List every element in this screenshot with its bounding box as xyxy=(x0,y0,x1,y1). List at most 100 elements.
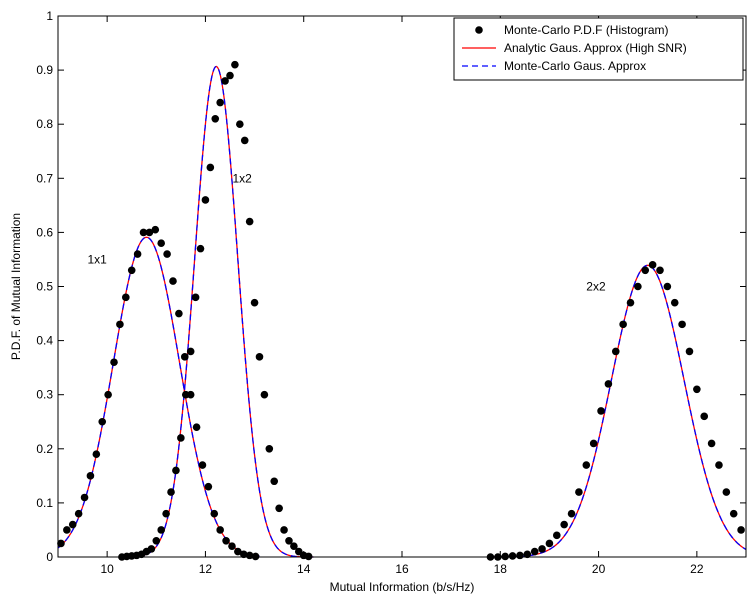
histogram-point-1x2 xyxy=(216,98,224,107)
histogram-point-2x2 xyxy=(582,461,591,469)
histogram-point-2x2 xyxy=(516,551,524,560)
legend-entry-label: Analytic Gaus. Approx (High SNR) xyxy=(504,41,687,55)
histogram-point-1x2 xyxy=(270,477,279,486)
y-tick-label: 0.5 xyxy=(36,280,53,294)
histogram-point-2x2 xyxy=(626,298,635,307)
histogram-point-2x2 xyxy=(538,545,546,553)
histogram-point-1x2 xyxy=(285,536,293,545)
histogram-point-1x1 xyxy=(222,536,230,545)
x-tick-label: 12 xyxy=(199,562,213,576)
histogram-point-1x1 xyxy=(234,547,242,556)
histogram-point-1x1 xyxy=(163,250,171,258)
histogram-point-1x2 xyxy=(191,293,200,302)
histogram-point-1x1 xyxy=(151,225,160,234)
x-tick-label: 18 xyxy=(494,562,508,576)
histogram-point-1x2 xyxy=(275,504,283,513)
histogram-point-1x1 xyxy=(127,266,136,275)
histogram-point-2x2 xyxy=(670,298,679,307)
annotations-layer: 1x1 1x2 2x2 xyxy=(87,171,605,293)
y-tick-label: 0.4 xyxy=(36,334,53,348)
histogram-point-1x1 xyxy=(169,277,177,285)
histogram-point-2x2 xyxy=(501,552,510,561)
x-tick-label: 16 xyxy=(395,562,409,576)
histogram-point-1x1 xyxy=(251,552,260,561)
histogram-point-1x1 xyxy=(133,250,142,258)
x-tick-label: 20 xyxy=(592,562,606,576)
histogram-point-1x1 xyxy=(175,309,183,318)
histogram-point-1x1 xyxy=(86,472,95,480)
histogram-point-2x2 xyxy=(737,526,745,534)
histogram-point-1x1 xyxy=(239,550,248,559)
x-axis-label: Mutual Information (b/s/Hz) xyxy=(330,580,475,594)
histogram-point-1x1 xyxy=(192,423,201,431)
y-tick-label: 0 xyxy=(46,550,53,564)
histogram-point-1x1 xyxy=(122,293,130,302)
y-tick-label: 0.2 xyxy=(36,442,53,456)
histogram-point-2x2 xyxy=(575,488,583,496)
histogram-point-2x2 xyxy=(722,488,731,496)
histogram-point-1x1 xyxy=(216,526,224,534)
histogram-point-2x2 xyxy=(715,461,723,469)
histogram-point-1x2 xyxy=(265,445,274,453)
y-tick-label: 0.9 xyxy=(36,63,53,77)
histogram-point-1x2 xyxy=(162,509,170,518)
histogram-point-1x2 xyxy=(152,536,161,545)
legend-entry-label: Monte-Carlo P.D.F (Histogram) xyxy=(504,23,668,37)
x-tick-label: 22 xyxy=(690,562,704,576)
legend-box xyxy=(453,17,744,81)
histogram-point-2x2 xyxy=(693,385,701,394)
histogram-point-1x2 xyxy=(147,545,156,553)
y-axis-label: P.D.F. of Mutual Information xyxy=(9,213,23,360)
histogram-point-2x2 xyxy=(611,347,620,356)
histogram-point-2x2 xyxy=(567,509,576,518)
histogram-point-2x2 xyxy=(700,412,709,421)
histogram-point-1x2 xyxy=(181,390,190,399)
histogram-point-2x2 xyxy=(523,550,532,559)
histogram-point-1x2 xyxy=(172,466,180,475)
histogram-point-1x2 xyxy=(226,71,234,80)
legend-marker-dot xyxy=(475,26,483,34)
x-tick-label: 14 xyxy=(297,562,311,576)
histogram-point-2x2 xyxy=(508,552,517,560)
histogram-point-1x1 xyxy=(92,450,101,459)
y-tick-label: 0.8 xyxy=(36,117,53,131)
histogram-point-1x1 xyxy=(145,228,154,237)
histogram-point-1x1 xyxy=(68,520,77,529)
annotation-label: 1x1 xyxy=(87,252,107,266)
legend: Monte-Carlo P.D.F (Histogram) Analytic Ga… xyxy=(453,17,744,81)
plot-area xyxy=(58,16,746,557)
y-tick-label: 0.7 xyxy=(36,171,53,185)
histogram-point-2x2 xyxy=(707,439,716,448)
histogram-point-2x2 xyxy=(530,547,539,556)
histogram-point-1x1 xyxy=(228,542,236,550)
histogram-point-1x1 xyxy=(180,353,189,361)
histogram-point-1x2 xyxy=(186,347,195,356)
histogram-point-1x2 xyxy=(211,114,220,123)
histogram-point-1x1 xyxy=(80,493,89,502)
histogram-point-2x2 xyxy=(619,320,627,329)
histogram-point-2x2 xyxy=(678,320,686,329)
histogram-point-1x2 xyxy=(221,77,229,85)
histogram-point-2x2 xyxy=(656,266,664,275)
histogram-point-1x2 xyxy=(167,488,175,496)
histogram-point-2x2 xyxy=(641,266,650,275)
histogram-point-1x2 xyxy=(255,353,264,361)
histogram-point-2x2 xyxy=(589,439,598,448)
histogram-point-1x2 xyxy=(196,244,205,253)
histogram-point-1x1 xyxy=(116,320,124,329)
histogram-point-1x2 xyxy=(245,217,254,226)
y-tick-label: 0.6 xyxy=(36,225,53,239)
histogram-point-2x2 xyxy=(663,282,672,291)
histogram-point-1x2 xyxy=(260,390,269,399)
histogram-point-2x2 xyxy=(634,282,642,291)
histogram-point-1x2 xyxy=(206,163,215,172)
annotation-label: 1x2 xyxy=(232,171,252,185)
histogram-point-1x1 xyxy=(204,482,213,491)
histogram-point-1x1 xyxy=(98,417,107,426)
histogram-point-1x1 xyxy=(198,461,207,469)
x-tick-label: 10 xyxy=(100,562,114,576)
histogram-point-1x2 xyxy=(240,136,249,145)
histogram-dots-layer xyxy=(57,60,745,561)
histogram-point-1x2 xyxy=(250,298,259,307)
